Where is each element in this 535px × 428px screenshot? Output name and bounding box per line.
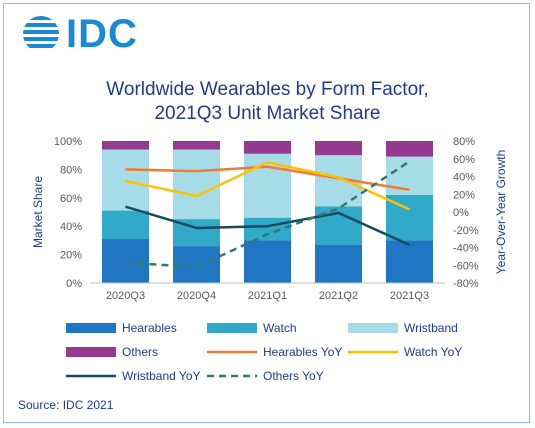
legend-label: Wristband	[404, 321, 458, 335]
source-note: Source: IDC 2021	[18, 398, 114, 412]
legend-label: Others	[122, 345, 158, 359]
legend-swatch	[66, 347, 116, 357]
bar-segment	[386, 240, 433, 283]
y2-tick-label: 80%	[453, 136, 475, 148]
series-line	[125, 165, 410, 192]
bar-segment	[386, 141, 433, 157]
y2-tick-label: 40%	[453, 172, 475, 184]
legend-label: Watch	[263, 321, 297, 335]
x-tick-label: 2020Q4	[177, 290, 216, 302]
series-line	[125, 205, 411, 246]
y-tick-label: 100%	[54, 136, 82, 148]
bar-segment	[315, 141, 362, 156]
legend-label: Wristband YoY	[122, 369, 201, 383]
bar-segment	[102, 141, 149, 150]
y2-tick-label: 0%	[453, 207, 469, 219]
y2-tick-label: -60%	[453, 260, 479, 272]
bar-segment	[173, 246, 220, 283]
y-tick-label: 80%	[60, 164, 82, 176]
bar-segment	[244, 141, 291, 154]
bar-segment	[102, 238, 149, 283]
brand-name: IDC	[66, 12, 138, 56]
legend-label: Hearables	[122, 321, 177, 335]
x-tick-label: 2021Q3	[390, 290, 429, 302]
x-tick-label: 2021Q1	[248, 290, 287, 302]
y2-tick-label: -80%	[453, 278, 479, 290]
x-tick-label: 2020Q3	[106, 290, 145, 302]
y-axis-title: Market Share	[31, 176, 45, 248]
y-tick-label: 0%	[66, 278, 82, 290]
bar-segment	[244, 240, 291, 283]
chart-title: Worldwide Wearables by Form Factor, 2021…	[0, 78, 535, 126]
bar-segment	[173, 149, 220, 220]
legend-label: Watch YoY	[404, 345, 462, 359]
idc-logo: IDC	[22, 14, 138, 54]
bar-segment	[102, 210, 149, 239]
legend-swatch	[348, 323, 398, 333]
globe-icon	[23, 16, 59, 48]
bar-segment	[315, 244, 362, 283]
y-tick-label: 60%	[60, 193, 82, 205]
y-tick-label: 20%	[60, 250, 82, 262]
y2-tick-label: 20%	[453, 189, 475, 201]
series-line	[125, 161, 411, 211]
bar-segment	[102, 149, 149, 211]
legend-label: Hearables YoY	[263, 345, 342, 359]
x-tick-label: 2021Q2	[319, 290, 358, 302]
y2-tick-label: -40%	[453, 243, 479, 255]
y2-tick-label: 60%	[453, 154, 475, 166]
bar-segment	[173, 141, 220, 150]
legend-swatch	[207, 323, 257, 333]
y-tick-label: 40%	[60, 221, 82, 233]
y2-axis-title: Year-Over-Year Growth	[494, 150, 508, 275]
bar-segment	[244, 217, 291, 241]
legend-swatch	[66, 323, 116, 333]
series-line	[125, 160, 411, 269]
legend-label: Others YoY	[263, 369, 324, 383]
chart-title-line2: 2021Q3 Unit Market Share	[154, 103, 381, 124]
y2-tick-label: -20%	[453, 225, 479, 237]
chart-title-line1: Worldwide Wearables by Form Factor,	[106, 79, 429, 100]
